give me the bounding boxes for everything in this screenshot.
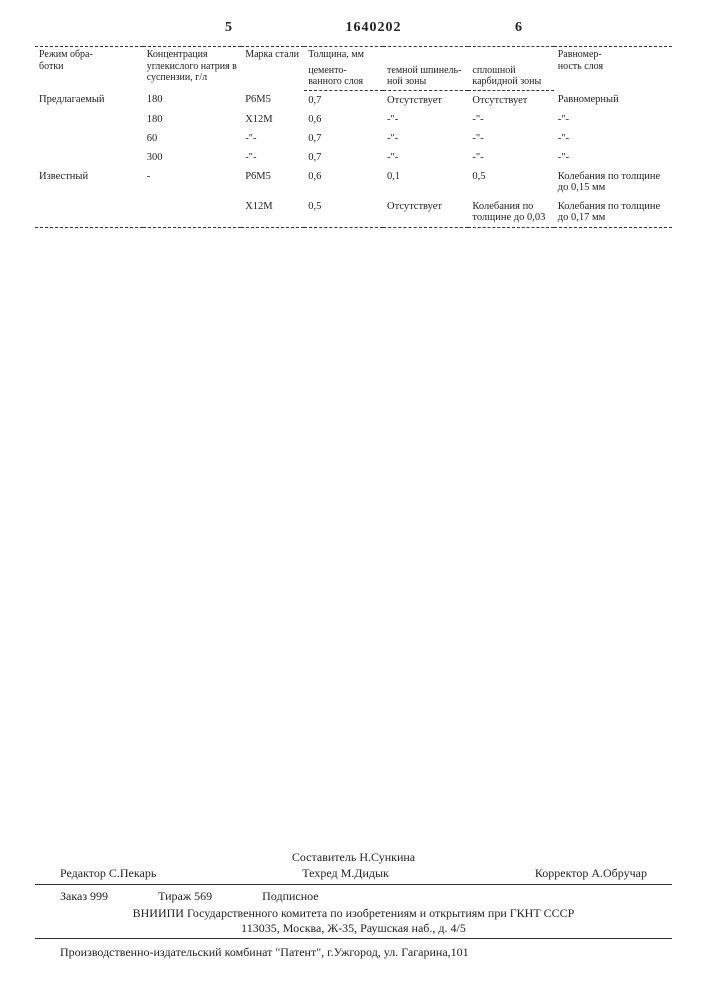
corrector-credit: Корректор А.Обручар	[535, 866, 647, 881]
cell-uni: Колебания по толщине до 0,15 мм	[554, 167, 672, 197]
cell-steel: Х12М	[241, 110, 304, 129]
subscription-label: Подписное	[262, 889, 319, 904]
table-row: 180 Х12М 0,6 -"- -"- -"-	[35, 110, 672, 129]
document-number: 1640202	[346, 20, 402, 36]
cell-uni: Колебания по толщине до 0,17 мм	[554, 197, 672, 228]
cell-t1: 0,7	[304, 129, 383, 148]
table-row: Предлагаемый 180 Р6М5 0,7 Отсутствует От…	[35, 90, 672, 110]
cell-t1: 0,7	[304, 90, 383, 110]
cell-conc: 300	[143, 148, 242, 167]
order-row: Заказ 999 Тираж 569 Подписное	[35, 887, 672, 906]
cell-steel: Р6М5	[241, 167, 304, 197]
cell-t3: 0,5	[468, 167, 553, 197]
col-header-t2: темной шпинель-ной зоны	[383, 63, 468, 91]
data-table: Режим обра-ботки Концентрация углекислог…	[35, 46, 672, 228]
cell-t1: 0,5	[304, 197, 383, 228]
table-header: Режим обра-ботки Концентрация углекислог…	[35, 47, 672, 91]
cell-uni: -"-	[554, 110, 672, 129]
techred-credit: Техред М.Дидык	[302, 866, 389, 881]
cell-t2: -"-	[383, 110, 468, 129]
col-header-t3: сплошной карбидной зоны	[468, 63, 553, 91]
cell-conc: 60	[143, 129, 242, 148]
cell-mode	[35, 129, 143, 148]
cell-conc: -	[143, 167, 242, 197]
cell-conc: 180	[143, 90, 242, 110]
col-header-thickness-group: Толщина, мм	[304, 47, 554, 63]
organization-block: ВНИИПИ Государственного комитета по изоб…	[35, 906, 672, 936]
cell-t2: -"-	[383, 129, 468, 148]
cell-steel: -"-	[241, 129, 304, 148]
cell-t2: Отсутствует	[383, 197, 468, 228]
header-row-1: Режим обра-ботки Концентрация углекислог…	[35, 47, 672, 63]
cell-t3: -"-	[468, 110, 553, 129]
cell-t2: 0,1	[383, 167, 468, 197]
table-row: Известный - Р6М5 0,6 0,1 0,5 Колебания п…	[35, 167, 672, 197]
footer-divider	[35, 884, 672, 885]
document-footer: Составитель Н.Сункина Редактор С.Пекарь …	[35, 850, 672, 960]
cell-t1: 0,6	[304, 167, 383, 197]
cell-conc: 180	[143, 110, 242, 129]
cell-mode	[35, 110, 143, 129]
cell-t2: Отсутствует	[383, 90, 468, 110]
cell-t3: -"-	[468, 129, 553, 148]
page-header: 5 1640202 6	[35, 20, 672, 36]
col-header-mode: Режим обра-ботки	[35, 47, 143, 91]
cell-t1: 0,6	[304, 110, 383, 129]
org-line-2: 113035, Москва, Ж-35, Раушская наб., д. …	[45, 921, 662, 936]
cell-uni: Равномерный	[554, 90, 672, 110]
cell-t1: 0,7	[304, 148, 383, 167]
cell-steel: Р6М5	[241, 90, 304, 110]
cell-mode	[35, 197, 143, 228]
cell-mode	[35, 148, 143, 167]
table-row: 60 -"- 0,7 -"- -"- -"-	[35, 129, 672, 148]
editor-credit: Редактор С.Пекарь	[60, 866, 156, 881]
press-line: Производственно-издательский комбинат "П…	[35, 941, 672, 960]
cell-mode: Предлагаемый	[35, 90, 143, 110]
cell-mode: Известный	[35, 167, 143, 197]
cell-t2: -"-	[383, 148, 468, 167]
tirazh-number: Тираж 569	[158, 889, 212, 904]
compiler-line: Составитель Н.Сункина	[35, 850, 672, 865]
page-left-number: 5	[225, 20, 232, 36]
col-header-concentration: Концентрация углекислого натрия в суспен…	[143, 47, 242, 91]
org-line-1: ВНИИПИ Государственного комитета по изоб…	[45, 906, 662, 921]
document-page: 5 1640202 6 Режим обра-ботки Концентраци…	[0, 0, 707, 1000]
col-header-steel: Марка стали	[241, 47, 304, 91]
table-body: Предлагаемый 180 Р6М5 0,7 Отсутствует От…	[35, 90, 672, 227]
cell-conc	[143, 197, 242, 228]
table-row: 300 -"- 0,7 -"- -"- -"-	[35, 148, 672, 167]
cell-t3: Колебания по толщине до 0,03	[468, 197, 553, 228]
order-number: Заказ 999	[60, 889, 108, 904]
cell-t3: -"-	[468, 148, 553, 167]
col-header-uniformity: Равномер-ность слоя	[554, 47, 672, 91]
cell-uni: -"-	[554, 129, 672, 148]
cell-uni: -"-	[554, 148, 672, 167]
footer-divider	[35, 938, 672, 939]
page-right-number: 6	[515, 20, 522, 36]
col-header-t1: цементо-ванного слоя	[304, 63, 383, 91]
cell-t3: Отсутствует	[468, 90, 553, 110]
table-row: Х12М 0,5 Отсутствует Колебания по толщин…	[35, 197, 672, 228]
credits-row: Редактор С.Пекарь Техред М.Дидык Коррект…	[35, 865, 672, 882]
cell-steel: Х12М	[241, 197, 304, 228]
cell-steel: -"-	[241, 148, 304, 167]
